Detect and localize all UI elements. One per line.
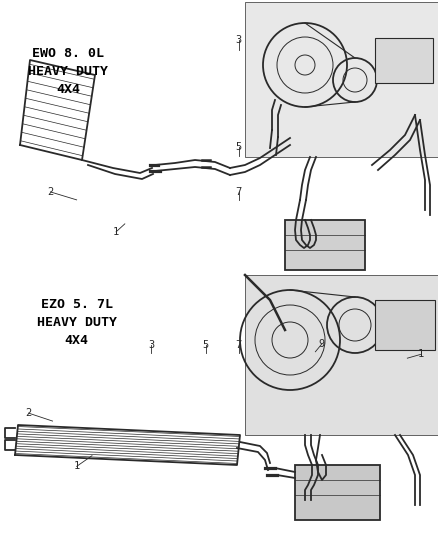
- FancyBboxPatch shape: [245, 275, 438, 435]
- Text: 2: 2: [25, 408, 32, 418]
- Text: 5: 5: [236, 142, 242, 151]
- Text: EZO 5. 7L
HEAVY DUTY
4X4: EZO 5. 7L HEAVY DUTY 4X4: [37, 298, 117, 347]
- Text: 3: 3: [236, 35, 242, 45]
- Bar: [375, 300, 435, 350]
- Text: 5: 5: [203, 341, 209, 350]
- Text: 9: 9: [319, 339, 325, 349]
- FancyBboxPatch shape: [245, 2, 438, 157]
- Text: 1: 1: [74, 462, 80, 471]
- Bar: [295, 465, 380, 520]
- Text: 7: 7: [236, 187, 242, 197]
- Text: 1: 1: [417, 350, 424, 359]
- Bar: [285, 220, 365, 270]
- Text: 1: 1: [113, 227, 119, 237]
- Bar: [375, 38, 433, 83]
- Text: 2: 2: [47, 187, 53, 197]
- Text: 7: 7: [236, 341, 242, 350]
- Text: EWO 8. 0L
HEAVY DUTY
4X4: EWO 8. 0L HEAVY DUTY 4X4: [28, 47, 108, 96]
- Text: 3: 3: [148, 341, 154, 350]
